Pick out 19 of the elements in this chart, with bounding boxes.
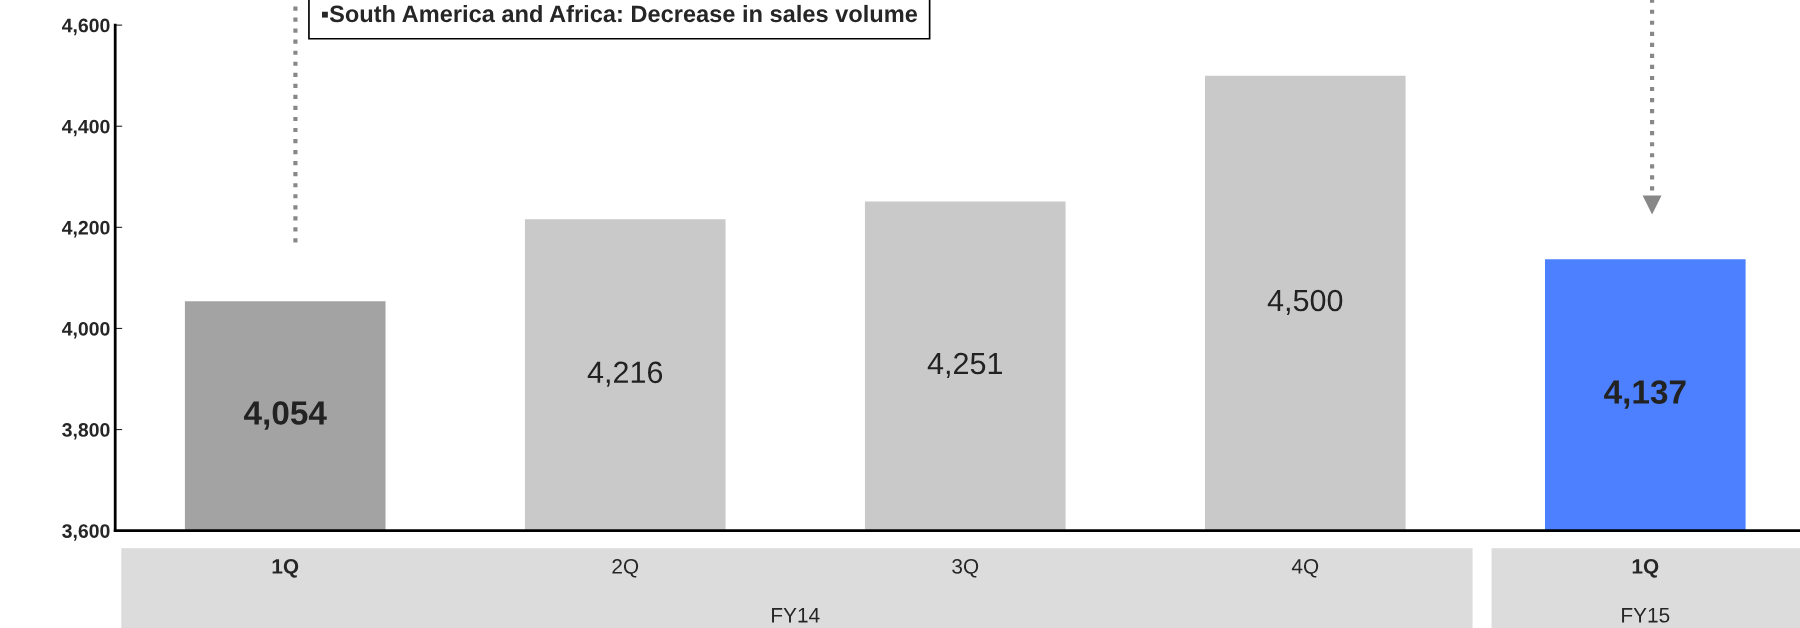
y-tick-label: 3,800: [62, 423, 110, 440]
x-tick-label: 2Q: [612, 558, 639, 578]
text: FY15: [1622, 608, 1670, 623]
y-tick-label: 4,600: [61, 18, 110, 36]
data-label: 4,054: [244, 401, 327, 430]
text: ▪South America and Africa: Decrease in sales volume: [322, 4, 918, 23]
x-tick-label: 4Q: [1291, 558, 1319, 578]
data-label: 4,251: [927, 352, 1002, 378]
data-label: 4,137: [1604, 380, 1686, 409]
x-tick-label: 3Q: [952, 558, 979, 578]
y-tick-label: 4,000: [61, 321, 110, 339]
y-tick-label: 4,400: [61, 119, 110, 137]
data-label: 4,500: [1267, 289, 1343, 315]
x-tick-label: 1Q: [272, 558, 299, 578]
text: FY14: [772, 608, 820, 623]
y-tick-label: 3,600: [62, 524, 110, 541]
data-label: 4,216: [587, 361, 663, 387]
y-tick-label: 4,200: [61, 220, 110, 238]
x-tick-label: 1Q: [1632, 558, 1659, 578]
